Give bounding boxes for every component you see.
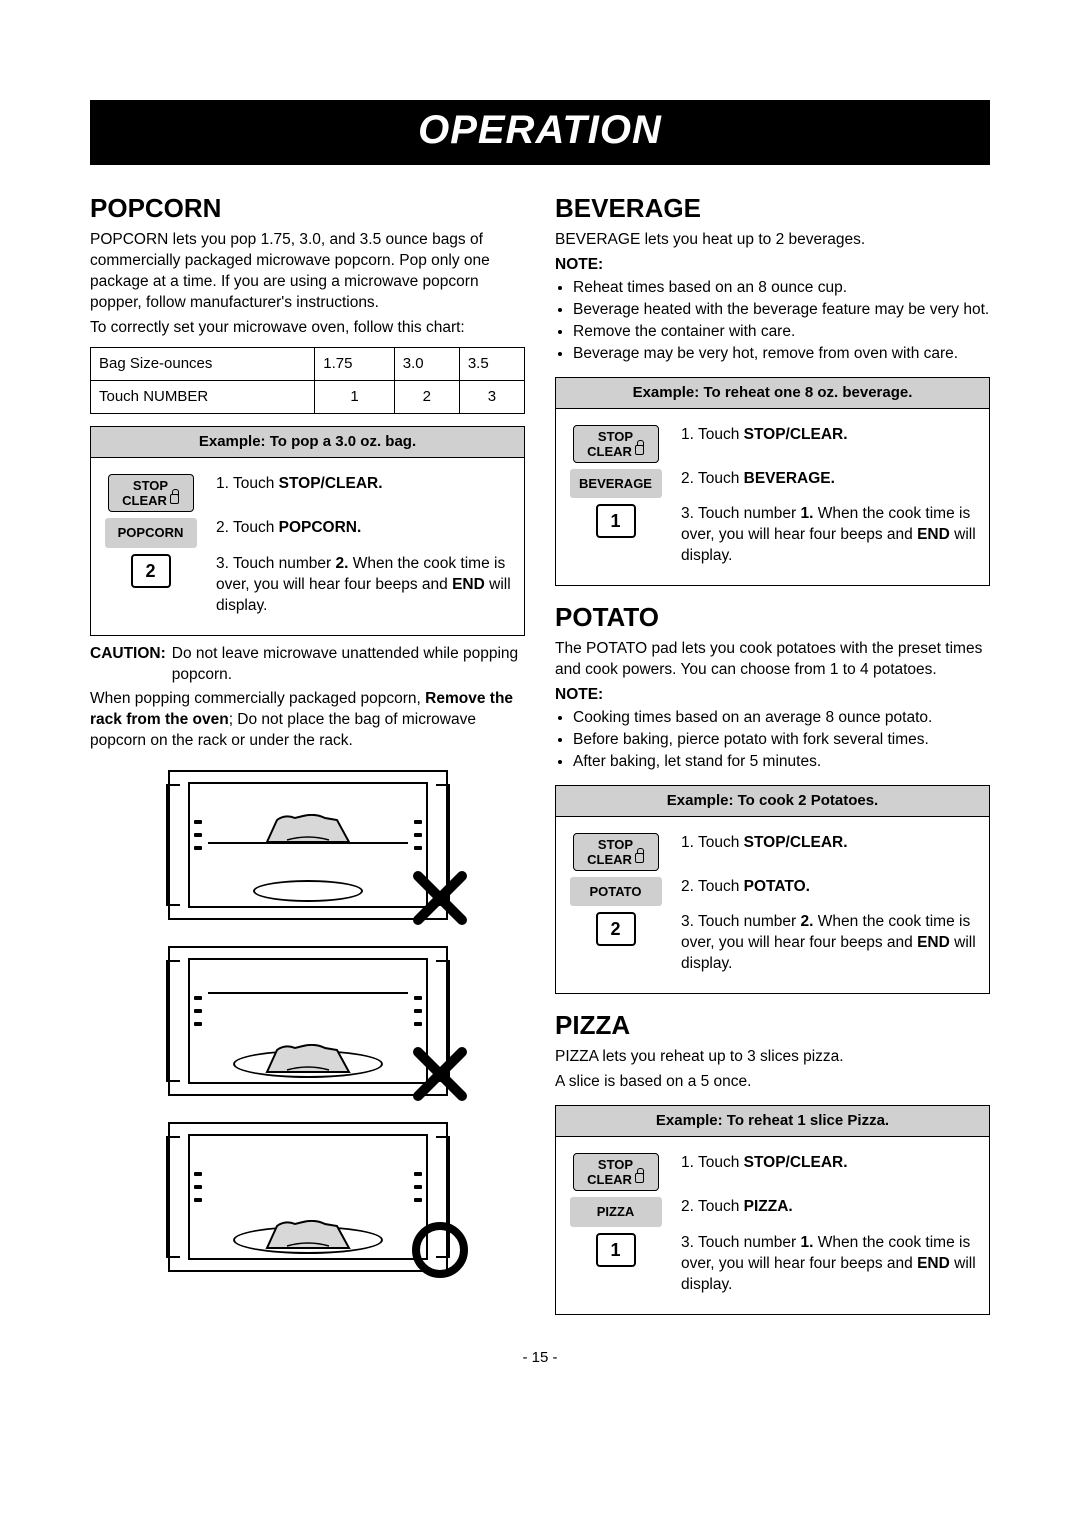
banner-operation: OPERATION xyxy=(90,100,990,165)
popcorn-example: Example: To pop a 3.0 oz. bag. STOPCLEAR… xyxy=(90,426,525,635)
beverage-intro: BEVERAGE lets you heat up to 2 beverages… xyxy=(555,230,990,251)
step-row: STOPCLEAR 1. Touch STOP/CLEAR. xyxy=(103,474,512,512)
potato-heading: POTATO xyxy=(555,600,990,635)
microwave-diagram-3 xyxy=(168,1122,448,1272)
step-row: PIZZA 2. Touch PIZZA. xyxy=(568,1197,977,1227)
caution-label: CAUTION: xyxy=(90,644,166,686)
table-row: Touch NUMBER 1 2 3 xyxy=(91,380,525,413)
number-2-button: 2 xyxy=(596,912,636,946)
step-row: STOPCLEAR 1. Touch STOP/CLEAR. xyxy=(568,833,977,871)
step-row: BEVERAGE 2. Touch BEVERAGE. xyxy=(568,469,977,499)
mark-correct-icon xyxy=(410,1220,470,1280)
lock-icon xyxy=(635,853,644,863)
popcorn-chart-prefix: To correctly set your microwave oven, fo… xyxy=(90,318,525,339)
stop-clear-button: STOPCLEAR xyxy=(573,1153,659,1191)
step-row: 1 3. Touch number 1. When the cook time i… xyxy=(568,1233,977,1296)
step-text: 3. Touch number 2. When the cook time is… xyxy=(216,554,512,617)
microwave-diagram-2 xyxy=(168,946,448,1096)
pizza-example-title: Example: To reheat 1 slice Pizza. xyxy=(556,1106,989,1137)
list-item: Reheat times based on an 8 ounce cup. xyxy=(573,278,990,299)
potato-notes: Cooking times based on an average 8 ounc… xyxy=(555,708,990,773)
beverage-example-title: Example: To reheat one 8 oz. beverage. xyxy=(556,378,989,409)
step-row: STOPCLEAR 1. Touch STOP/CLEAR. xyxy=(568,1153,977,1191)
pizza-example: Example: To reheat 1 slice Pizza. STOPCL… xyxy=(555,1105,990,1314)
popcorn-heading: POPCORN xyxy=(90,191,525,226)
microwave-diagrams xyxy=(90,770,525,1272)
potato-note-label: NOTE: xyxy=(555,685,990,706)
step-text: 2. Touch PIZZA. xyxy=(681,1197,977,1218)
popcorn-example-title: Example: To pop a 3.0 oz. bag. xyxy=(91,427,524,458)
popcorn-rack-note: When popping commercially packaged popco… xyxy=(90,689,525,752)
lock-icon xyxy=(635,1173,644,1183)
beverage-button: BEVERAGE xyxy=(570,469,662,499)
step-text: 1. Touch STOP/CLEAR. xyxy=(681,833,977,854)
beverage-heading: BEVERAGE xyxy=(555,191,990,226)
table-row: Bag Size-ounces 1.75 3.0 3.5 xyxy=(91,347,525,380)
pizza-button: PIZZA xyxy=(570,1197,662,1227)
lock-icon xyxy=(635,445,644,455)
popcorn-button: POPCORN xyxy=(105,518,197,548)
popcorn-table: Bag Size-ounces 1.75 3.0 3.5 Touch NUMBE… xyxy=(90,347,525,415)
microwave-diagram-1 xyxy=(168,770,448,920)
pizza-heading: PIZZA xyxy=(555,1008,990,1043)
lock-icon xyxy=(170,494,179,504)
pizza-intro1: PIZZA lets you reheat up to 3 slices piz… xyxy=(555,1047,990,1068)
step-text: 2. Touch POPCORN. xyxy=(216,518,512,539)
stop-clear-button: STOPCLEAR xyxy=(573,833,659,871)
step-text: 3. Touch number 2. When the cook time is… xyxy=(681,912,977,975)
beverage-example: Example: To reheat one 8 oz. beverage. S… xyxy=(555,377,990,586)
right-column: BEVERAGE BEVERAGE lets you heat up to 2 … xyxy=(555,185,990,1323)
step-text: 2. Touch BEVERAGE. xyxy=(681,469,977,490)
potato-button: POTATO xyxy=(570,877,662,907)
bag-size-label: Bag Size-ounces xyxy=(91,347,315,380)
list-item: After baking, let stand for 5 minutes. xyxy=(573,752,990,773)
step-row: 1 3. Touch number 1. When the cook time i… xyxy=(568,504,977,567)
step-row: 2 3. Touch number 2. When the cook time i… xyxy=(103,554,512,617)
step-row: POPCORN 2. Touch POPCORN. xyxy=(103,518,512,548)
step-row: 2 3. Touch number 2. When the cook time i… xyxy=(568,912,977,975)
touch-number-label: Touch NUMBER xyxy=(91,380,315,413)
list-item: Beverage may be very hot, remove from ov… xyxy=(573,344,990,365)
pizza-intro2: A slice is based on a 5 once. xyxy=(555,1072,990,1093)
stop-clear-button: STOPCLEAR xyxy=(573,425,659,463)
caution: CAUTION: Do not leave microwave unattend… xyxy=(90,644,525,686)
step-text: 3. Touch number 1. When the cook time is… xyxy=(681,1233,977,1296)
mark-incorrect-icon xyxy=(410,1044,470,1104)
page-number: - 15 - xyxy=(90,1349,990,1366)
step-text: 3. Touch number 1. When the cook time is… xyxy=(681,504,977,567)
potato-intro: The POTATO pad lets you cook potatoes wi… xyxy=(555,639,990,681)
step-text: 1. Touch STOP/CLEAR. xyxy=(681,1153,977,1174)
list-item: Beverage heated with the beverage featur… xyxy=(573,300,990,321)
left-column: POPCORN POPCORN lets you pop 1.75, 3.0, … xyxy=(90,185,525,1323)
caution-text: Do not leave microwave unattended while … xyxy=(172,644,525,686)
number-1-button: 1 xyxy=(596,504,636,538)
step-text: 1. Touch STOP/CLEAR. xyxy=(216,474,512,495)
beverage-note-label: NOTE: xyxy=(555,255,990,276)
list-item: Before baking, pierce potato with fork s… xyxy=(573,730,990,751)
potato-example: Example: To cook 2 Potatoes. STOPCLEAR 1.… xyxy=(555,785,990,994)
list-item: Cooking times based on an average 8 ounc… xyxy=(573,708,990,729)
step-text: 2. Touch POTATO. xyxy=(681,877,977,898)
step-row: POTATO 2. Touch POTATO. xyxy=(568,877,977,907)
stop-clear-button: STOPCLEAR xyxy=(108,474,194,512)
beverage-notes: Reheat times based on an 8 ounce cup.Bev… xyxy=(555,278,990,365)
number-1-button: 1 xyxy=(596,1233,636,1267)
potato-example-title: Example: To cook 2 Potatoes. xyxy=(556,786,989,817)
mark-incorrect-icon xyxy=(410,868,470,928)
step-row: STOPCLEAR 1. Touch STOP/CLEAR. xyxy=(568,425,977,463)
popcorn-intro: POPCORN lets you pop 1.75, 3.0, and 3.5 … xyxy=(90,230,525,314)
list-item: Remove the container with care. xyxy=(573,322,990,343)
number-2-button: 2 xyxy=(131,554,171,588)
step-text: 1. Touch STOP/CLEAR. xyxy=(681,425,977,446)
